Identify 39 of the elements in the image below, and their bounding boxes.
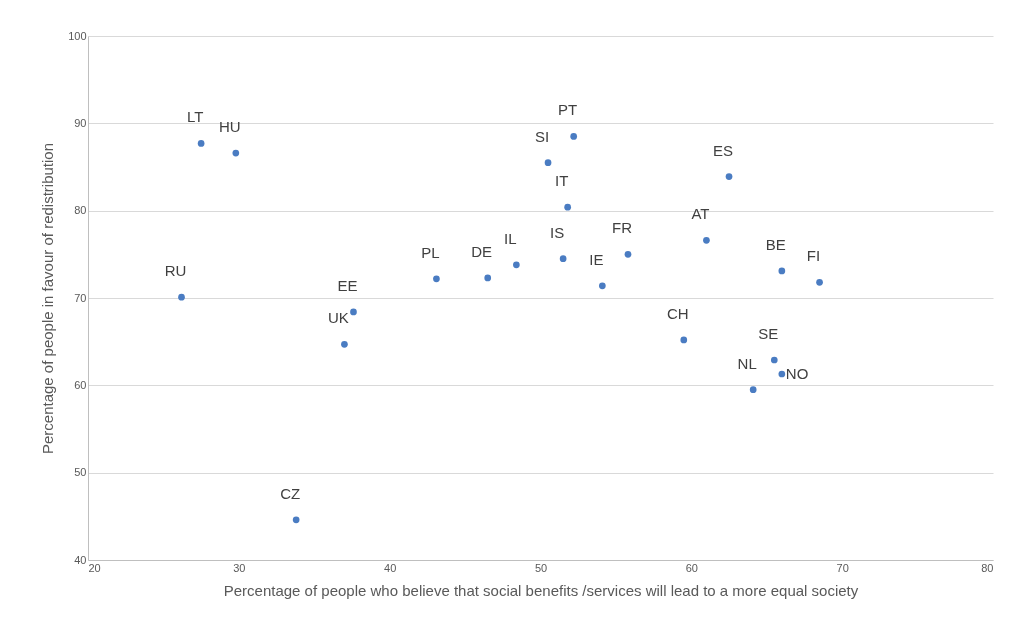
annotation: IT: [554, 172, 569, 190]
x-tick-label: 70: [836, 561, 849, 574]
annotation: FI: [806, 247, 821, 265]
annotation: DE: [471, 242, 493, 260]
annotation: UK: [327, 309, 349, 327]
y-tick-label: 70: [74, 291, 87, 304]
y-axis-title: Percentage of people in favour of redistribution: [39, 142, 57, 455]
x-tick-label: 80: [981, 561, 994, 574]
annotation: CZ: [280, 484, 301, 502]
annotation: SE: [758, 325, 779, 343]
y-tick-label: 80: [74, 204, 87, 217]
annotation: PL: [421, 243, 440, 261]
annotation: BE: [765, 235, 786, 253]
x-tick-label: 50: [534, 561, 548, 574]
y-tick-label: 40: [74, 553, 87, 566]
x-axis-title: Percentage of people who believe that social benefits /services will lead to a more equal society: [223, 581, 859, 599]
annotation: PT: [558, 101, 578, 119]
annotation: HU: [218, 118, 241, 136]
annotation: RU: [164, 262, 187, 280]
annotation: AT: [691, 205, 710, 223]
annotation: CH: [666, 304, 689, 322]
annotation: IE: [589, 250, 604, 268]
x-tick-label: 30: [233, 561, 246, 574]
y-tick-label: 60: [74, 378, 87, 391]
annotation: ES: [713, 141, 734, 159]
annotation: NO: [785, 364, 809, 382]
annotation: EE: [337, 276, 358, 294]
annotation: SI: [534, 127, 550, 145]
annotation: IL: [504, 229, 517, 247]
x-tick-label: 40: [384, 561, 397, 574]
annotation: LT: [186, 108, 204, 126]
y-tick-label: 50: [74, 466, 87, 479]
annotation: NL: [737, 354, 757, 372]
annotation: IS: [550, 223, 565, 241]
annotation: FR: [611, 219, 633, 237]
y-tick-label: 100: [68, 29, 87, 42]
y-tick-label: 90: [74, 116, 87, 129]
x-tick-label: 60: [685, 561, 698, 574]
x-tick-label: 20: [88, 561, 101, 574]
